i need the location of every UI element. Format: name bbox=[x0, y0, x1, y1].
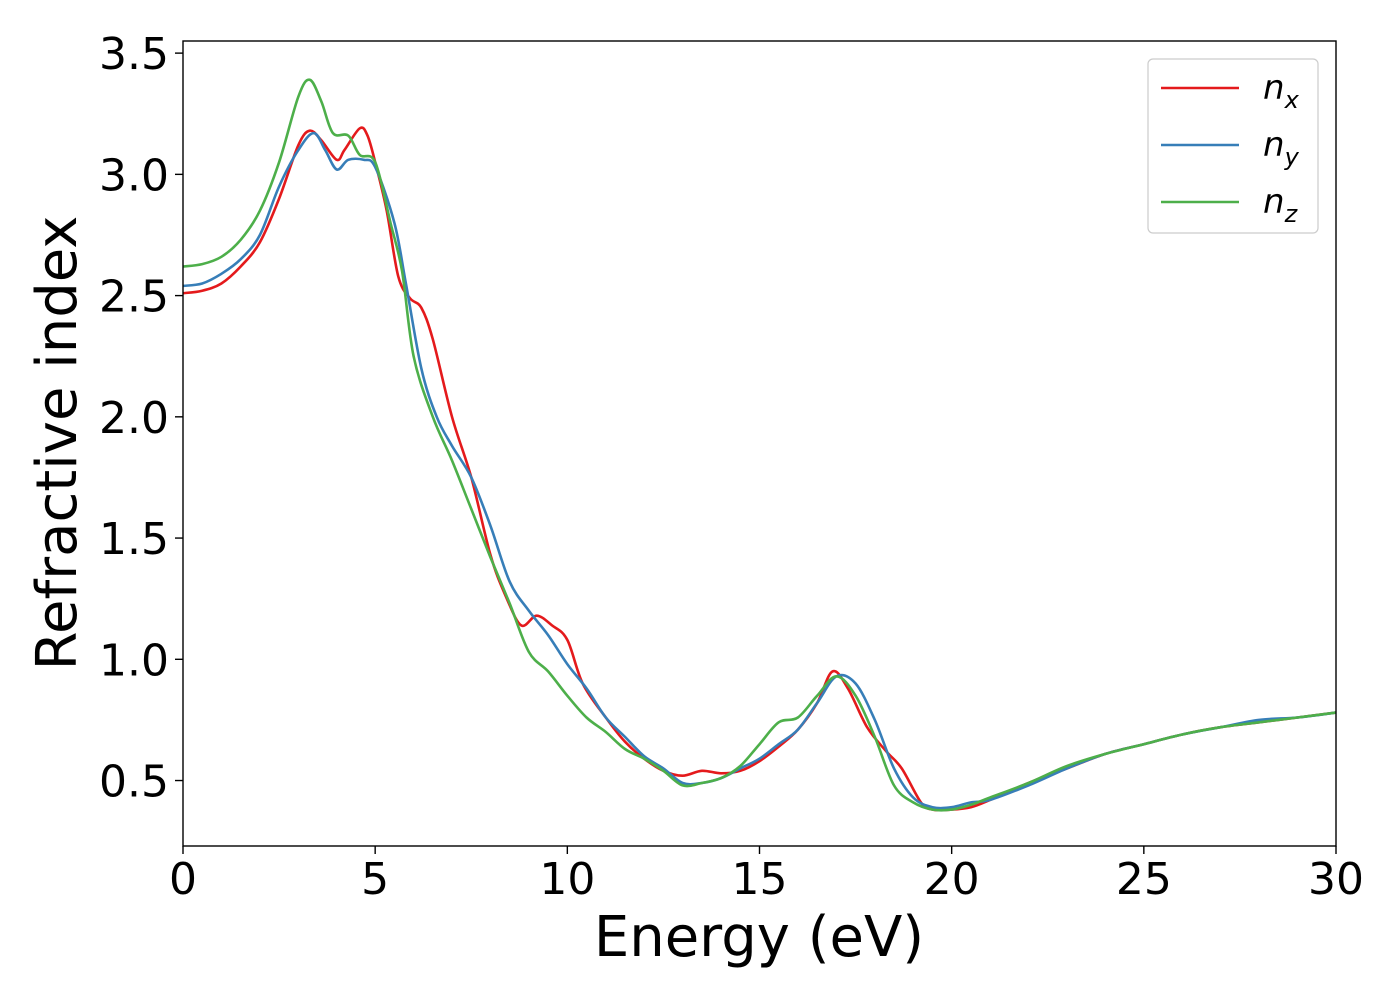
series-line-n-x bbox=[182, 126, 1337, 812]
legend-label-n-z: nz bbox=[1263, 182, 1299, 228]
y-tick-label: 3.5 bbox=[99, 29, 169, 80]
y-axis-title: Refractive index bbox=[25, 216, 90, 671]
x-tick-label: 5 bbox=[361, 854, 389, 905]
series-line-n-y bbox=[182, 131, 1337, 810]
legend: nx ny nz bbox=[1147, 58, 1319, 234]
y-tick-label: 3.0 bbox=[99, 150, 169, 201]
y-tick-label: 0.5 bbox=[99, 757, 169, 808]
x-axis: 0 5 10 15 20 25 30 bbox=[169, 846, 1364, 905]
x-tick-label: 15 bbox=[732, 854, 788, 905]
x-tick-label: 30 bbox=[1308, 854, 1364, 905]
legend-label-n-x: nx bbox=[1263, 68, 1300, 114]
series-layer bbox=[182, 78, 1337, 812]
series-line-n-z bbox=[182, 78, 1337, 812]
x-tick-label: 0 bbox=[169, 854, 197, 905]
x-axis-title: Energy (eV) bbox=[594, 905, 924, 970]
x-tick-label: 25 bbox=[1116, 854, 1172, 905]
y-tick-label: 1.0 bbox=[99, 635, 169, 686]
x-tick-label: 20 bbox=[924, 854, 980, 905]
legend-label-n-y: ny bbox=[1263, 125, 1300, 171]
x-tick-label: 10 bbox=[539, 854, 595, 905]
y-tick-label: 1.5 bbox=[99, 514, 169, 565]
y-tick-label: 2.0 bbox=[99, 393, 169, 444]
y-axis: 0.5 1.0 1.5 2.0 2.5 3.0 3.5 bbox=[99, 29, 183, 808]
y-tick-label: 2.5 bbox=[99, 272, 169, 323]
